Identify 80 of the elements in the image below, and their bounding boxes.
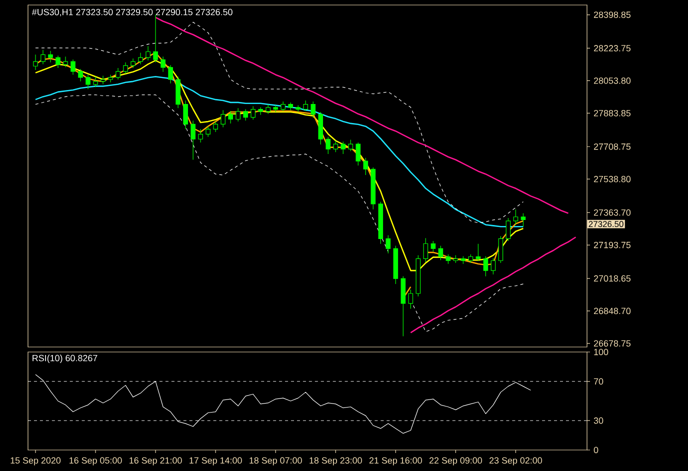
x-tick-label: 17 Sep 14:00 bbox=[190, 457, 242, 466]
candlestick bbox=[190, 120, 196, 160]
candlestick bbox=[168, 64, 173, 84]
y-tick-label: 27193.75 bbox=[594, 242, 631, 248]
candlestick bbox=[86, 74, 90, 90]
candlestick bbox=[363, 158, 368, 176]
candlestick bbox=[303, 100, 308, 112]
candlestick bbox=[386, 234, 391, 254]
candlestick bbox=[408, 289, 414, 310]
x-tick-label: 22 Sep 09:00 bbox=[429, 457, 482, 466]
candlestick bbox=[430, 240, 436, 252]
y-tick-label: 100 bbox=[594, 348, 608, 356]
line-series bbox=[410, 236, 576, 334]
candlestick bbox=[348, 139, 354, 152]
candlestick bbox=[93, 76, 98, 88]
y-tick-label: 28223.75 bbox=[594, 45, 631, 52]
candlestick bbox=[48, 50, 53, 63]
candlestick bbox=[56, 55, 60, 68]
candlestick bbox=[280, 101, 286, 112]
x-tick-label: 23 Sep 02:00 bbox=[490, 457, 542, 466]
y-tick-label: 70 bbox=[594, 378, 604, 385]
candlestick bbox=[213, 121, 218, 132]
candlestick bbox=[490, 258, 496, 275]
candlestick bbox=[438, 245, 444, 260]
candlestick bbox=[513, 209, 518, 226]
candlestick bbox=[146, 46, 150, 61]
x-tick-label: 16 Sep 05:00 bbox=[70, 457, 122, 466]
candlestick bbox=[33, 54, 38, 70]
candlestick bbox=[243, 108, 248, 121]
y-tick-label: 28398.85 bbox=[594, 12, 631, 18]
candlestick bbox=[198, 128, 203, 143]
candlestick bbox=[116, 68, 120, 80]
candlestick bbox=[160, 56, 166, 72]
candlestick bbox=[476, 244, 481, 262]
candlestick bbox=[506, 218, 511, 242]
candlestick bbox=[266, 104, 271, 114]
candlestick bbox=[333, 140, 338, 152]
candlestick bbox=[236, 108, 240, 122]
candlestick bbox=[70, 59, 76, 76]
candlestick bbox=[310, 101, 316, 118]
y-tick-label: 0 bbox=[594, 446, 598, 454]
candlestick bbox=[520, 212, 526, 227]
candlestick bbox=[100, 75, 106, 85]
y-tick-label: 27538.80 bbox=[594, 176, 631, 182]
chart-title: #US30,H1 27323.50 27329.50 27290.15 27326.50 bbox=[32, 8, 232, 16]
y-tick-label: 26848.70 bbox=[594, 308, 631, 314]
x-tick-label: 18 Sep 23:00 bbox=[310, 457, 362, 466]
candlestick bbox=[138, 52, 143, 65]
x-tick-label: 15 Sep 2020 bbox=[10, 457, 61, 466]
candlestick bbox=[108, 74, 113, 83]
x-tick-label: 21 Sep 16:00 bbox=[369, 457, 422, 466]
candlestick bbox=[446, 254, 451, 264]
candlestick bbox=[228, 110, 233, 124]
y-tick-label: 26678.75 bbox=[594, 340, 631, 347]
x-tick-label: 16 Sep 21:00 bbox=[130, 457, 182, 466]
chart-title: RSI(10) 60.8267 bbox=[32, 354, 98, 364]
y-tick-label: 27018.65 bbox=[594, 275, 631, 282]
candlestick bbox=[63, 56, 68, 68]
y-tick-label: 27363.70 bbox=[594, 209, 631, 216]
candlestick bbox=[123, 62, 128, 74]
candlestick bbox=[130, 58, 136, 68]
text: 27326.50 bbox=[588, 221, 624, 228]
candlestick bbox=[498, 236, 504, 264]
candlestick bbox=[340, 141, 346, 154]
y-tick-label: 30 bbox=[594, 417, 604, 424]
y-tick-label: 27708.75 bbox=[594, 143, 631, 150]
candlestick bbox=[356, 142, 361, 166]
candlestick bbox=[483, 256, 488, 277]
candlestick bbox=[153, 14, 158, 63]
candlestick bbox=[423, 238, 428, 262]
candlestick bbox=[183, 100, 188, 130]
candlestick bbox=[206, 126, 210, 138]
candlestick bbox=[220, 110, 226, 128]
candlestick bbox=[40, 50, 46, 65]
x-tick-label: 18 Sep 07:00 bbox=[250, 457, 302, 466]
y-tick-label: 27883.85 bbox=[594, 110, 631, 116]
y-tick-label: 28053.80 bbox=[594, 78, 631, 84]
candlestick bbox=[326, 136, 331, 154]
candlestick bbox=[78, 68, 83, 82]
candlestick bbox=[250, 106, 256, 120]
